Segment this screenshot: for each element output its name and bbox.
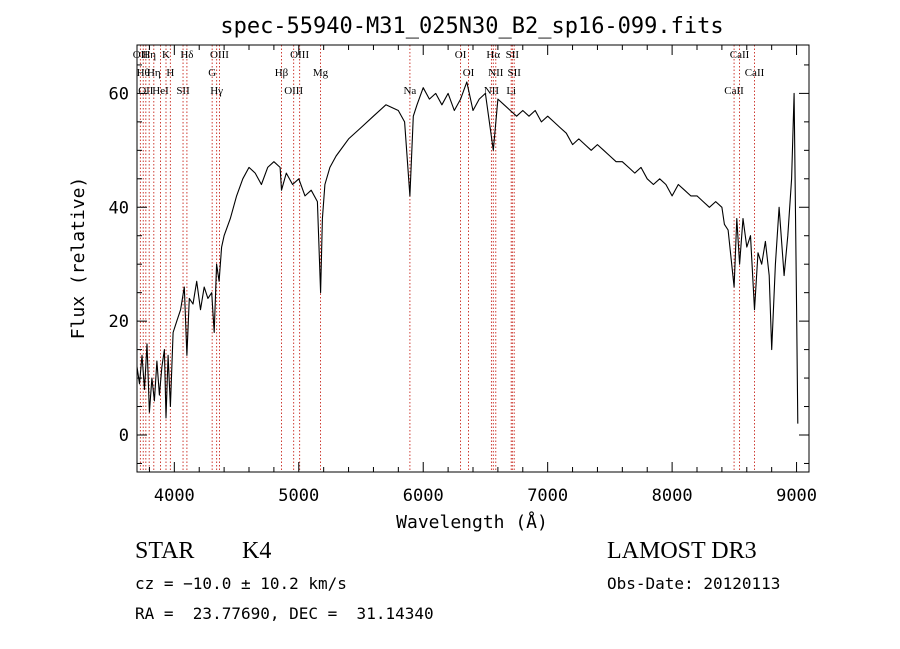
chart-title: spec-55940-M31_025N30_B2_sp16-099.fits [220,14,723,39]
redshift-cz: cz = −10.0 ± 10.2 km/s [135,574,347,593]
spectral-line-label: Hδ [180,49,193,61]
object-subclass: K4 [242,538,272,564]
y-axis: 0 20 40 60 [109,64,809,464]
y-tick-label: 0 [119,426,129,446]
spectrum-line [136,81,799,424]
spectral-line-label: HeI [152,85,169,97]
spectral-line-label: OIII [290,49,309,61]
y-tick-label: 60 [109,84,129,104]
object-class: STAR [135,538,195,564]
ra-dec: RA = 23.77690, DEC = 31.14340 [135,604,434,623]
x-tick-label: 9000 [776,486,817,506]
spectral-line-label: CaII [745,67,765,79]
spectral-line-label: Li [506,85,516,97]
spectral-line-label: Hα [486,49,500,61]
spectral-line-label: NII [484,85,500,97]
spectral-line-label: K [162,49,170,61]
spectral-line-label: CaII [724,85,744,97]
x-axis: 4000 5000 6000 7000 8000 9000 [148,45,817,506]
spectral-line-label: Hγ [210,85,223,97]
survey-name: LAMOST DR3 [607,538,757,564]
spectral-line-label: SII [176,85,190,97]
x-tick-label: 5000 [278,486,319,506]
spectral-line-label: Mg [313,67,329,79]
spectral-line-markers [139,45,755,472]
spectral-line-label: SII [506,49,520,61]
y-tick-label: 20 [109,312,129,332]
x-tick-label: 6000 [403,486,444,506]
spectral-line-label: OIII [284,85,303,97]
y-tick-label: 40 [109,198,129,218]
spectral-line-label: NII [488,67,504,79]
spectral-line-label: OII [138,85,154,97]
spectral-line-label: H [166,67,174,79]
x-tick-label: 4000 [154,486,195,506]
spectral-line-label: OI [463,67,475,79]
spectral-line-label: OIII [210,49,229,61]
spectral-line-label: Hβ [275,67,289,79]
x-axis-label: Wavelength (Å) [396,511,548,533]
obs-date: Obs-Date: 20120113 [607,574,781,593]
spectral-line-label: SII [507,67,521,79]
spectral-line-label: Hθ [137,67,150,79]
spectral-line-label: Hη [147,67,161,79]
y-axis-label: Flux (relative) [68,177,89,340]
spectral-line-label: OI [455,49,467,61]
spectral-line-labels: OIIHθOIIHηHηHeIKHSIIHδGHγOIIIHβOIIIOIIIM… [133,49,765,97]
spectral-line-label: Hη [142,49,156,61]
spectral-line-label: Na [403,85,416,97]
x-tick-label: 8000 [652,486,693,506]
spectral-line-label: G [208,67,216,79]
x-tick-label: 7000 [527,486,568,506]
spectral-line-label: CaII [730,49,750,61]
